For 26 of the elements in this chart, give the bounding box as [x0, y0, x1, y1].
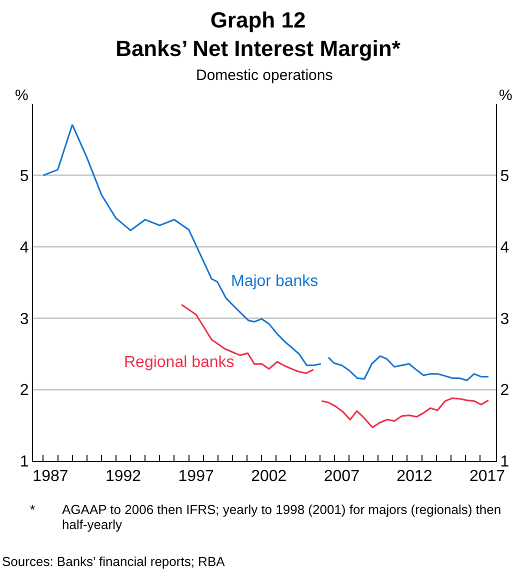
y2-tick-label: 3: [500, 310, 510, 328]
x-tick-label: 1997: [178, 468, 214, 486]
y-tick-label: 3: [20, 310, 29, 328]
text: AGAAP to 2006 then IFRS; yearly to 1998 (2001) for majors (regionals) then half-yearly: [62, 502, 502, 532]
chart-title: Graph 12 Banks’ Net Interest Margin*: [116, 7, 401, 62]
x-tick-label: 1987: [32, 468, 68, 486]
series-label: Major banks: [231, 273, 318, 290]
source-note: Sources: Banks’ financial reports; RBA: [2, 554, 226, 569]
y2-tick-label: 2: [500, 382, 510, 400]
x-tick-label: 2007: [324, 468, 360, 486]
y2-axis-title: %: [499, 87, 512, 104]
x-tick-label: 2017: [469, 468, 506, 486]
x-tick-label: 2002: [251, 468, 287, 486]
y-tick-label: 2: [20, 382, 29, 400]
y-axis-title: %: [15, 87, 28, 104]
x-tick-label: 2012: [396, 468, 432, 486]
y-tick-label: 4: [20, 239, 29, 256]
x-tick-label: 1992: [105, 468, 142, 486]
y2-tick-label: 1: [500, 454, 510, 471]
chart-subtitle: Domestic operations: [196, 67, 333, 84]
y-tick-label: 5: [20, 168, 29, 185]
y2-tick-label: 5: [500, 168, 510, 185]
y-tick-label: 1: [20, 454, 29, 471]
series-label: Regional banks: [124, 354, 234, 371]
y2-tick-label: 4: [500, 239, 510, 256]
text: *: [30, 502, 36, 517]
